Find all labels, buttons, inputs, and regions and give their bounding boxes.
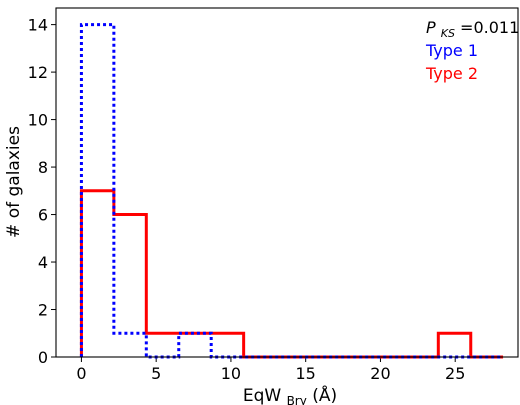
ks-value: =0.011 bbox=[460, 18, 519, 37]
x-tick-label: 15 bbox=[296, 364, 316, 383]
y-tick-label: 4 bbox=[38, 253, 48, 272]
y-tick-label: 0 bbox=[38, 348, 48, 367]
y-tick-label: 8 bbox=[38, 158, 48, 177]
y-tick-label: 6 bbox=[38, 206, 48, 225]
ks-annotation: P KS =0.011 bbox=[426, 18, 519, 41]
y-tick-label: 10 bbox=[28, 111, 48, 130]
ks-symbol: P bbox=[426, 18, 436, 37]
legend-type1: Type 1 bbox=[425, 41, 478, 60]
histogram-bin bbox=[146, 333, 178, 357]
x-axis-label-unit: (Å) bbox=[312, 384, 337, 405]
y-tick-label: 12 bbox=[28, 63, 48, 82]
x-tick-label: 25 bbox=[445, 364, 465, 383]
histogram-bin bbox=[438, 333, 470, 357]
y-axis-label: # of galaxies bbox=[4, 126, 24, 238]
x-axis-label-main: EqW bbox=[243, 386, 282, 405]
ticks-layer: 0 5 10 15 20 25 0 2 4 6 8 10 12 14 bbox=[28, 16, 466, 383]
x-tick-label: 0 bbox=[76, 364, 86, 383]
plot-frame bbox=[55, 7, 519, 358]
x-tick-label: 10 bbox=[221, 364, 241, 383]
histogram-bin bbox=[179, 333, 211, 357]
x-axis-label: EqW Brγ (Å) bbox=[243, 384, 337, 405]
legend-type2: Type 2 bbox=[425, 64, 478, 83]
x-axis-label-sub: Brγ bbox=[287, 394, 307, 405]
histogram-bin bbox=[211, 333, 243, 357]
histogram-bin bbox=[81, 25, 113, 357]
histogram-bin bbox=[114, 333, 146, 357]
x-tick-label: 20 bbox=[370, 364, 390, 383]
x-tick-label: 5 bbox=[151, 364, 161, 383]
ks-subscript: KS bbox=[441, 27, 455, 40]
y-tick-label: 14 bbox=[28, 16, 48, 35]
y-tick-label: 2 bbox=[38, 301, 48, 320]
